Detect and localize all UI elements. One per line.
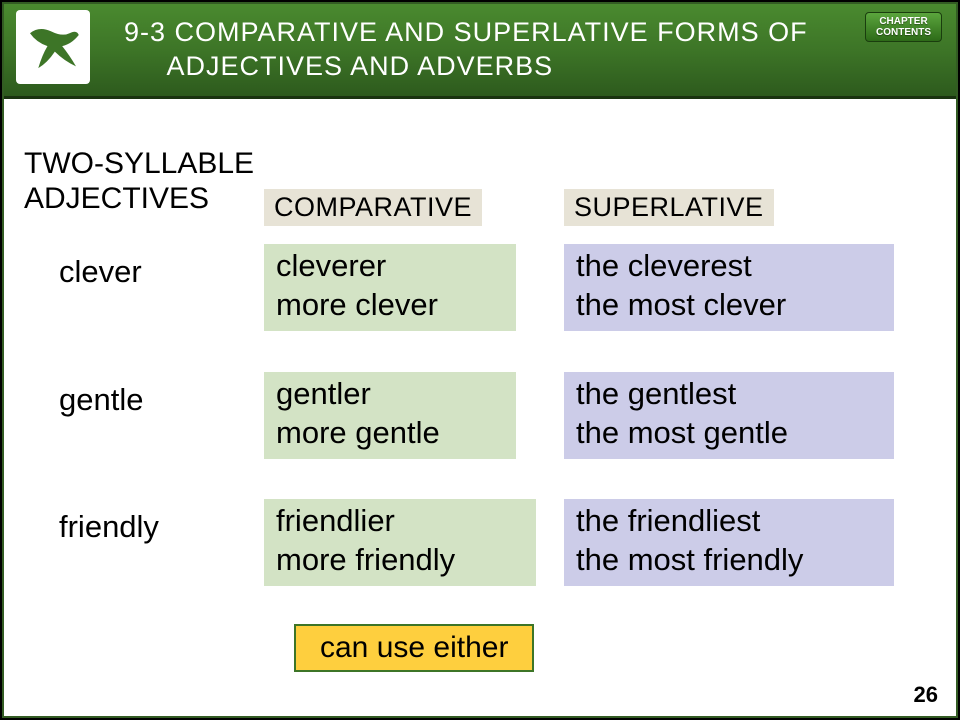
sup-l2: the most clever bbox=[576, 287, 786, 322]
sup-l1: the friendliest bbox=[576, 503, 760, 538]
adjective-cell: gentle bbox=[59, 382, 143, 418]
bird-swallow-icon bbox=[25, 24, 81, 70]
sup-l1: the gentlest bbox=[576, 376, 736, 411]
comparative-cell: cleverer more clever bbox=[264, 244, 516, 331]
comp-l1: friendlier bbox=[276, 503, 395, 538]
sup-l2: the most friendly bbox=[576, 542, 803, 577]
section-heading-l2: ADJECTIVES bbox=[24, 182, 209, 215]
title-line2: ADJECTIVES AND ADVERBS bbox=[167, 51, 554, 81]
chapter-btn-l1: CHAPTER bbox=[879, 16, 927, 27]
page-number: 26 bbox=[914, 682, 938, 708]
comp-l1: cleverer bbox=[276, 248, 386, 283]
section-heading: TWO-SYLLABLE ADJECTIVES bbox=[24, 147, 254, 216]
header-bar: 9-3 COMPARATIVE AND SUPERLATIVE FORMS OF… bbox=[4, 4, 956, 99]
column-header-comparative: COMPARATIVE bbox=[264, 189, 482, 226]
chapter-contents-button[interactable]: CHAPTER CONTENTS bbox=[865, 12, 942, 42]
slide: 9-3 COMPARATIVE AND SUPERLATIVE FORMS OF… bbox=[2, 2, 958, 718]
superlative-cell: the friendliest the most friendly bbox=[564, 499, 894, 586]
comp-l2: more friendly bbox=[276, 542, 455, 577]
chapter-btn-l2: CONTENTS bbox=[876, 27, 931, 38]
sup-l1: the cleverest bbox=[576, 248, 752, 283]
column-header-superlative: SUPERLATIVE bbox=[564, 189, 774, 226]
comp-l1: gentler bbox=[276, 376, 371, 411]
comp-l2: more gentle bbox=[276, 415, 440, 450]
note-pill: can use either bbox=[294, 624, 534, 672]
sup-l2: the most gentle bbox=[576, 415, 788, 450]
content-area: TWO-SYLLABLE ADJECTIVES COMPARATIVE SUPE… bbox=[4, 99, 956, 716]
section-heading-l1: TWO-SYLLABLE bbox=[24, 147, 254, 180]
adjective-cell: clever bbox=[59, 254, 142, 290]
comparative-cell: gentler more gentle bbox=[264, 372, 516, 459]
logo-box bbox=[16, 10, 90, 84]
comparative-cell: friendlier more friendly bbox=[264, 499, 536, 586]
superlative-cell: the cleverest the most clever bbox=[564, 244, 894, 331]
slide-title: 9-3 COMPARATIVE AND SUPERLATIVE FORMS OF… bbox=[124, 16, 808, 84]
adjective-cell: friendly bbox=[59, 509, 159, 545]
title-line1: COMPARATIVE AND SUPERLATIVE FORMS OF bbox=[175, 17, 808, 47]
title-sec-num: 9-3 bbox=[124, 17, 166, 47]
comp-l2: more clever bbox=[276, 287, 438, 322]
superlative-cell: the gentlest the most gentle bbox=[564, 372, 894, 459]
